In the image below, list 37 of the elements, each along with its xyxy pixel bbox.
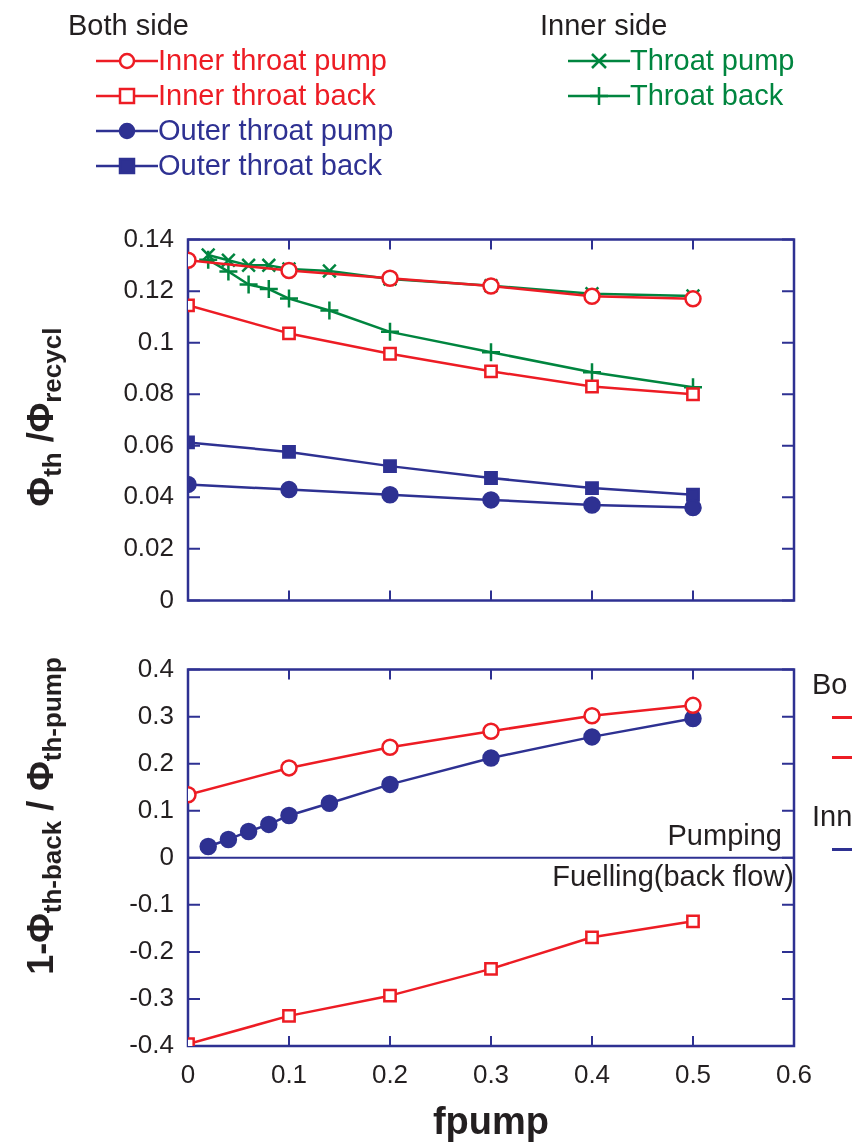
y-tick-label: 0 <box>159 840 174 871</box>
annotation: Pumping <box>667 819 782 852</box>
y-tick-label: 0.2 <box>137 746 174 777</box>
legend-title: Both side <box>68 8 190 43</box>
x-tick-label: 0.3 <box>472 1058 510 1089</box>
text: Inner side <box>540 8 669 43</box>
y-tick-label: 0.3 <box>137 699 174 730</box>
annotation: Fuelling(back flow) <box>552 860 794 893</box>
y-tick-label: 0.02 <box>123 532 174 563</box>
x-tick-label: 0.1 <box>270 1058 308 1089</box>
legend-label: Outer throat pump <box>158 113 394 148</box>
text: Bo <box>812 668 848 701</box>
y-tick-label: 0.1 <box>137 793 174 824</box>
legend-label: Throat back <box>630 78 784 113</box>
y-tick-label: -0.4 <box>129 1029 174 1060</box>
y-tick-label: -0.1 <box>129 888 174 919</box>
text: Inn <box>812 800 852 833</box>
x-tick-label: 0 <box>180 1058 196 1089</box>
y-tick-label: 0.08 <box>123 377 174 408</box>
legend-label: Outer throat back <box>158 148 383 183</box>
y-tick-label: -0.3 <box>129 982 174 1013</box>
legend-label: Throat pump <box>630 43 795 78</box>
x-tick-label: 0.6 <box>775 1058 813 1089</box>
x-tick-label: 0.5 <box>674 1058 712 1089</box>
x-tick-label: 0.4 <box>573 1058 611 1089</box>
x-tick-label: 0.2 <box>371 1058 409 1089</box>
x-axis-title: fpump <box>432 1099 550 1142</box>
y-tick-label: -0.2 <box>129 935 174 966</box>
y-tick-label: 0.04 <box>123 480 174 511</box>
y-tick-label: 0.14 <box>123 222 174 253</box>
y-tick-label: 0.12 <box>123 274 174 305</box>
y-tick-label: 0.06 <box>123 428 174 459</box>
legend-label: Inner throat pump <box>158 43 387 78</box>
y-tick-label: 0.1 <box>137 325 174 356</box>
y-tick-label: 0.4 <box>137 652 174 683</box>
legend-label: Inner throat back <box>158 78 376 113</box>
y-tick-label: 0 <box>159 583 174 614</box>
